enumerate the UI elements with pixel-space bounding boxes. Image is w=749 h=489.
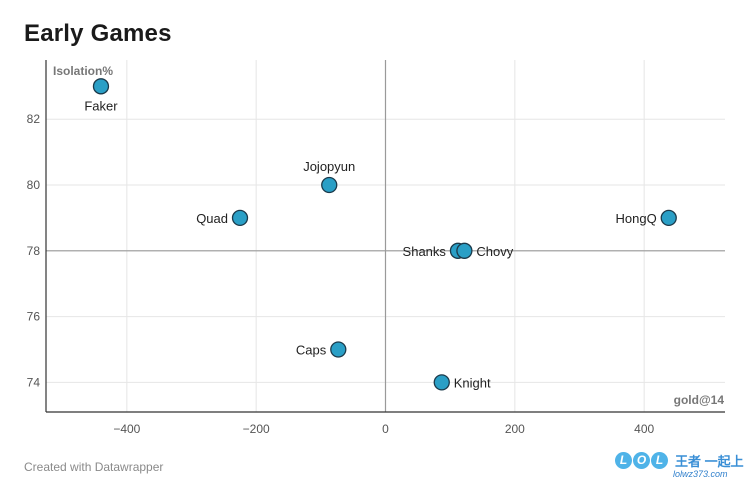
- data-point: [433, 374, 450, 391]
- point-layer: [92, 78, 677, 391]
- data-label: HongQ: [616, 211, 657, 226]
- y-axis-title: Isolation%: [53, 64, 113, 78]
- data-label: Chovy: [476, 244, 513, 259]
- y-tick-label: 74: [27, 375, 41, 389]
- x-tick-label: −200: [243, 422, 270, 436]
- chart-title: Early Games: [24, 20, 172, 47]
- x-tick-label: 400: [634, 422, 654, 436]
- data-label: Shanks: [403, 244, 447, 259]
- watermark-letter: O: [633, 452, 650, 469]
- watermark-letter: L: [651, 452, 668, 469]
- watermark-letter: L: [615, 452, 632, 469]
- y-tick-label: 78: [27, 244, 41, 258]
- data-point: [456, 242, 473, 259]
- data-label: Jojopyun: [303, 159, 355, 174]
- x-tick-label: −400: [113, 422, 140, 436]
- data-label: Quad: [196, 211, 228, 226]
- data-point: [321, 176, 338, 194]
- label-layer: Faker Jojopyun Quad Shanks Chovy HongQ Caps Kni…: [84, 98, 656, 390]
- y-tick-label: 82: [27, 112, 41, 126]
- x-tick-label: 0: [382, 422, 389, 436]
- watermark-brand: 王者 一起上: [675, 454, 744, 469]
- watermark-url: lolwz373.com: [673, 469, 728, 479]
- data-point: [660, 209, 677, 227]
- data-label: Caps: [296, 342, 327, 357]
- data-point: [92, 78, 110, 95]
- x-tick-label: 200: [505, 422, 525, 436]
- data-point: [330, 341, 347, 358]
- x-axis-title: gold@14: [674, 393, 725, 407]
- footer-credit: Created with Datawrapper: [24, 460, 164, 474]
- data-label: Knight: [454, 375, 491, 390]
- y-tick-label: 76: [27, 310, 41, 324]
- axis-layer: −400 −200 0 200 400 74 76 78 80 82 Isolation% gold@…: [27, 60, 725, 436]
- y-tick-label: 80: [27, 178, 41, 192]
- data-label: Faker: [84, 98, 118, 113]
- data-point: [231, 209, 249, 227]
